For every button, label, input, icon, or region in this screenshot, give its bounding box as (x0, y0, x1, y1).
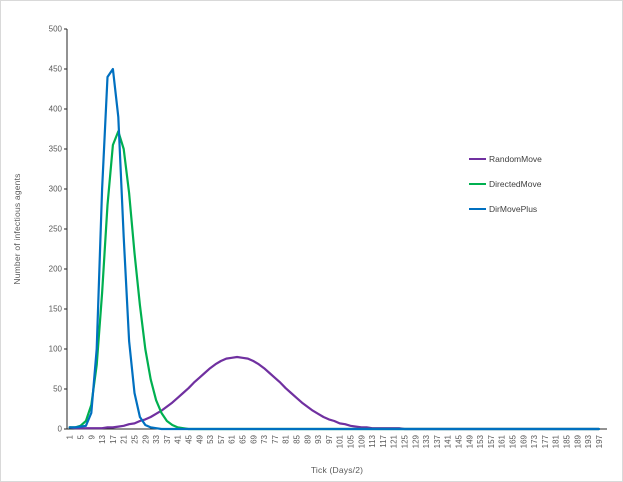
svg-text:125: 125 (401, 434, 410, 448)
svg-text:57: 57 (217, 434, 226, 443)
svg-text:197: 197 (595, 434, 604, 448)
svg-text:33: 33 (152, 434, 161, 443)
svg-text:0: 0 (58, 425, 63, 434)
svg-text:137: 137 (433, 434, 442, 448)
svg-text:141: 141 (444, 434, 453, 448)
svg-text:13: 13 (98, 434, 107, 443)
svg-text:37: 37 (163, 434, 172, 443)
svg-text:61: 61 (228, 434, 237, 443)
svg-text:65: 65 (239, 434, 248, 443)
svg-text:185: 185 (563, 434, 572, 448)
legend-item-directedmove: DirectedMove (469, 179, 542, 189)
svg-text:177: 177 (541, 434, 550, 448)
svg-text:165: 165 (509, 434, 518, 448)
svg-text:73: 73 (260, 434, 269, 443)
svg-text:50: 50 (53, 385, 62, 394)
svg-text:400: 400 (49, 105, 63, 114)
svg-text:117: 117 (379, 434, 388, 447)
svg-text:450: 450 (49, 65, 63, 74)
svg-text:29: 29 (141, 434, 150, 443)
svg-text:133: 133 (422, 434, 431, 448)
svg-text:350: 350 (49, 145, 63, 154)
y-axis-title: Number of infectious agents (12, 173, 22, 285)
series-line-dirmoveplus (68, 67, 601, 431)
svg-text:250: 250 (49, 225, 63, 234)
svg-text:93: 93 (314, 434, 323, 443)
svg-text:100: 100 (49, 345, 63, 354)
svg-text:1: 1 (66, 434, 75, 439)
svg-text:161: 161 (498, 434, 507, 448)
svg-text:89: 89 (303, 434, 312, 443)
series-lines (68, 67, 601, 431)
svg-text:169: 169 (519, 434, 528, 448)
y-axis-tick-labels: 0 50 100 150 200 250 300 350 400 450 500 (49, 25, 67, 434)
legend-item-dirmoveplus: DirMovePlus (469, 204, 542, 214)
svg-text:17: 17 (109, 434, 118, 443)
svg-text:85: 85 (293, 434, 302, 443)
svg-text:77: 77 (271, 434, 280, 443)
svg-text:200: 200 (49, 265, 63, 274)
svg-text:129: 129 (411, 434, 420, 448)
svg-text:150: 150 (49, 305, 63, 314)
x-axis-tick-labels: 1 5 9 13 17 21 25 29 33 37 41 45 49 53 57 61 65 69 73 77 81 8… (66, 434, 604, 448)
svg-text:193: 193 (584, 434, 593, 448)
svg-text:181: 181 (552, 434, 561, 448)
svg-text:41: 41 (174, 434, 183, 443)
svg-text:500: 500 (49, 25, 63, 34)
svg-text:5: 5 (77, 434, 86, 439)
svg-text:121: 121 (390, 434, 399, 448)
svg-text:101: 101 (336, 434, 345, 448)
legend-swatch-directedmove (469, 182, 486, 186)
svg-text:153: 153 (476, 434, 485, 448)
svg-text:113: 113 (368, 434, 377, 447)
svg-text:45: 45 (185, 434, 194, 443)
legend: RandomMove DirectedMove DirMovePlus (469, 154, 542, 214)
svg-text:9: 9 (87, 434, 96, 439)
svg-text:173: 173 (530, 434, 539, 448)
legend-label-dirmoveplus: DirMovePlus (489, 204, 538, 214)
legend-label-directedmove: DirectedMove (489, 179, 542, 189)
svg-text:300: 300 (49, 185, 63, 194)
svg-text:97: 97 (325, 434, 334, 443)
svg-text:149: 149 (465, 434, 474, 448)
legend-item-randommove: RandomMove (469, 154, 542, 164)
svg-text:25: 25 (131, 434, 140, 443)
svg-text:69: 69 (249, 434, 258, 443)
svg-text:189: 189 (573, 434, 582, 448)
x-axis-title: Tick (Days/2) (310, 465, 364, 475)
svg-text:109: 109 (357, 434, 366, 448)
svg-text:105: 105 (347, 434, 356, 448)
svg-text:53: 53 (206, 434, 215, 443)
legend-label-randommove: RandomMove (489, 154, 542, 164)
legend-swatch-dirmoveplus (469, 207, 486, 211)
legend-swatch-randommove (469, 157, 486, 161)
svg-text:49: 49 (195, 434, 204, 443)
svg-text:145: 145 (455, 434, 464, 448)
svg-text:157: 157 (487, 434, 496, 448)
svg-text:81: 81 (282, 434, 291, 443)
svg-text:21: 21 (120, 434, 129, 443)
